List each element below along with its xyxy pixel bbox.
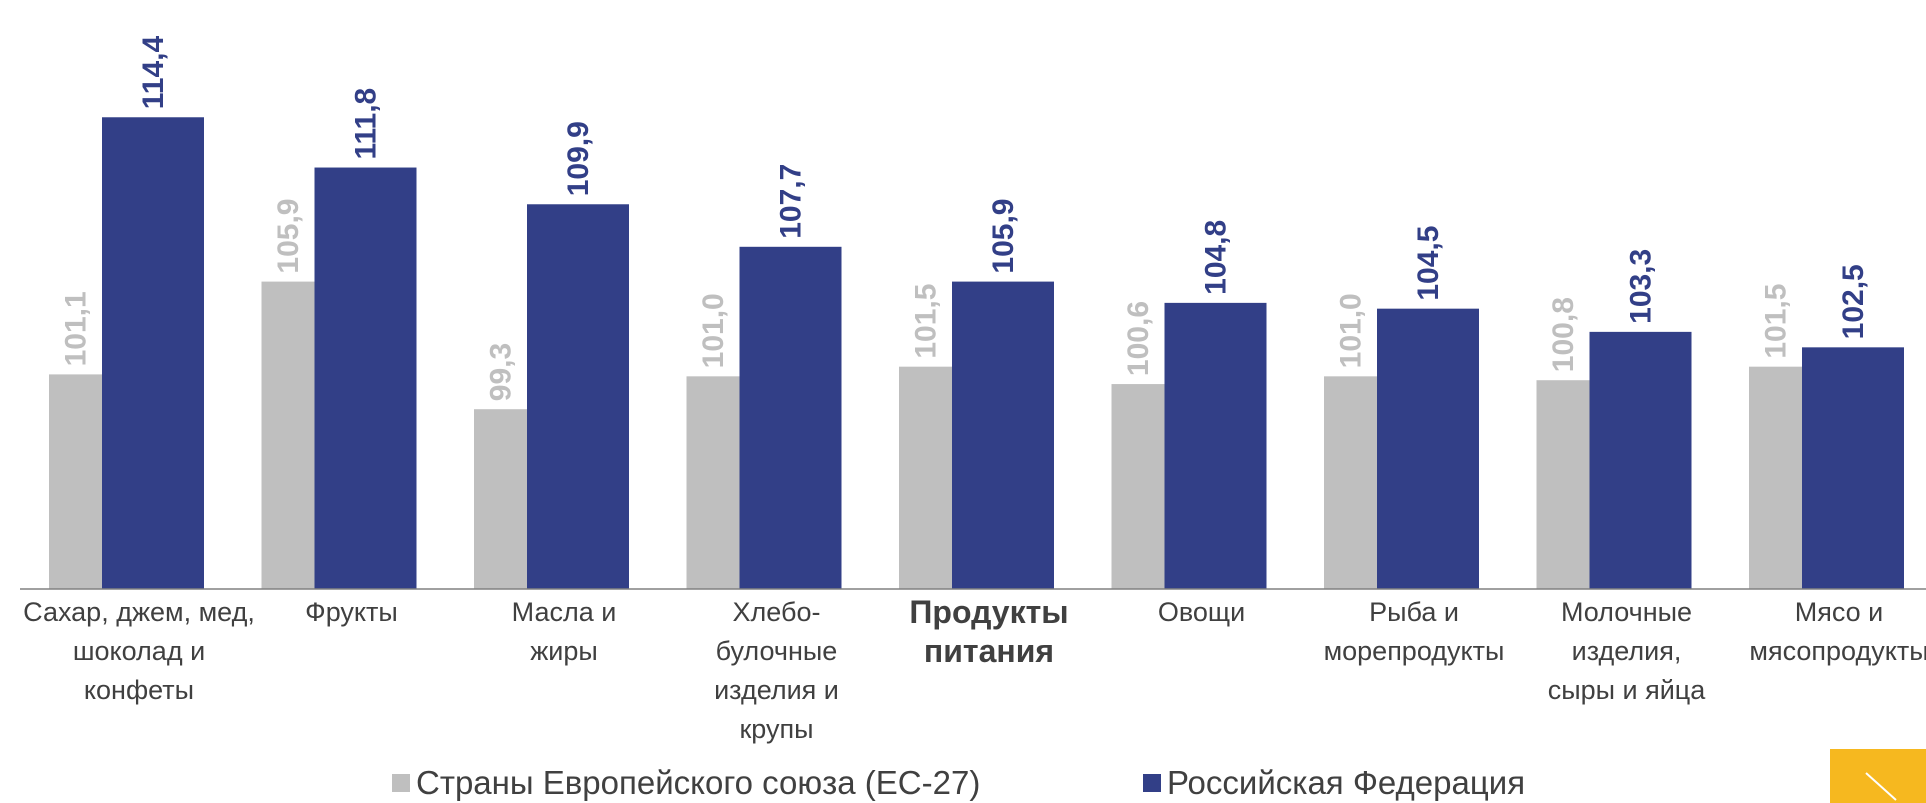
legend-item: Российская Федерация xyxy=(1143,764,1525,802)
data-label: 101,0 xyxy=(697,293,730,368)
data-label: 105,9 xyxy=(272,199,305,274)
x-tick-label: Молочные изделия, сыры и яйца xyxy=(1547,597,1706,705)
bar xyxy=(739,246,842,590)
data-label: 99,3 xyxy=(485,343,518,401)
data-label: 104,8 xyxy=(1200,220,1233,295)
data-label: 100,6 xyxy=(1122,301,1155,376)
x-tick-label: Рыба и морепродукты xyxy=(1323,597,1505,666)
data-label: 102,5 xyxy=(1837,264,1870,339)
data-label: 109,9 xyxy=(562,121,595,196)
bar xyxy=(1536,380,1590,589)
data-label: 100,8 xyxy=(1547,297,1580,372)
legend-label: Страны Европейского союза (ЕС-27) xyxy=(416,764,981,801)
data-label: 103,3 xyxy=(1625,249,1658,324)
bar xyxy=(899,366,952,589)
bar xyxy=(952,281,1054,589)
bar xyxy=(1589,331,1692,589)
corner-arrow xyxy=(1865,772,1897,801)
data-label: 111,8 xyxy=(350,88,383,160)
data-label: 107,7 xyxy=(775,164,808,239)
x-tick-label: Хлебо- булочные изделия и крупы xyxy=(714,597,839,744)
bar xyxy=(49,374,102,589)
x-tick-label: Масла и жиры xyxy=(511,597,617,666)
bar xyxy=(474,409,527,589)
bar xyxy=(1111,384,1165,589)
data-label: 101,5 xyxy=(1760,284,1793,359)
bar xyxy=(314,167,417,590)
bar xyxy=(1802,347,1904,589)
data-label: 101,1 xyxy=(60,291,93,366)
x-tick-label: Фрукты xyxy=(305,597,398,627)
legend-swatch xyxy=(1143,774,1161,792)
legend-label: Российская Федерация xyxy=(1167,764,1526,801)
corner-badge xyxy=(1830,749,1926,803)
data-label: 101,5 xyxy=(910,284,943,359)
bar xyxy=(1164,302,1267,589)
legend-swatch xyxy=(392,774,410,792)
bar xyxy=(102,117,204,590)
bar xyxy=(261,281,315,589)
bar xyxy=(686,376,740,589)
data-label: 101,0 xyxy=(1335,293,1368,368)
legend-item: Страны Европейского союза (ЕС-27) xyxy=(392,764,980,802)
data-label: 105,9 xyxy=(987,199,1020,274)
data-label: 114,4 xyxy=(137,36,170,110)
x-tick-label: Продукты питания xyxy=(909,594,1069,669)
bar xyxy=(1377,308,1479,589)
x-tick-label: Овощи xyxy=(1157,597,1246,627)
bar xyxy=(527,204,629,589)
x-tick-label: Мясо и мясопродукты xyxy=(1749,597,1926,666)
x-tick-label: Сахар, джем, мед, шоколад и конфеты xyxy=(23,597,255,705)
data-label: 104,5 xyxy=(1412,226,1445,301)
bar xyxy=(1749,366,1802,589)
bar xyxy=(1324,376,1377,589)
